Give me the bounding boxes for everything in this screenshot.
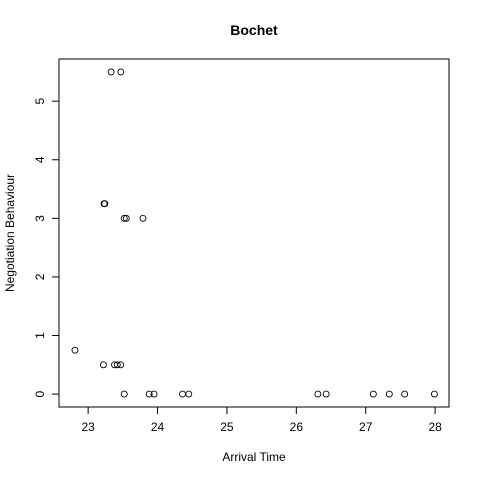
y-tick-label-5: 5 — [33, 98, 47, 105]
x-tick-label-5: 28 — [428, 420, 442, 434]
y-tick-label-4: 4 — [33, 156, 47, 163]
y-tick-label-0: 0 — [33, 390, 47, 397]
data-point-18 — [322, 390, 330, 398]
data-point-0 — [107, 68, 115, 76]
y-tick-label-1: 1 — [33, 332, 47, 339]
data-point-4 — [120, 214, 128, 222]
chart-title: Bochet — [230, 22, 278, 38]
data-point-12 — [120, 390, 128, 398]
data-point-1 — [117, 68, 125, 76]
x-tick-label-0: 23 — [81, 420, 95, 434]
data-point-19 — [369, 390, 377, 398]
y-axis-label: Negotiation Behaviour — [3, 174, 17, 292]
x-tick-label-2: 25 — [220, 420, 234, 434]
data-points — [71, 68, 438, 398]
data-point-13 — [145, 390, 153, 398]
data-point-5 — [122, 214, 130, 222]
data-point-16 — [185, 390, 193, 398]
data-point-17 — [314, 390, 322, 398]
x-tick-label-3: 26 — [290, 420, 304, 434]
data-point-7 — [71, 346, 79, 354]
data-point-21 — [401, 390, 409, 398]
y-tick-label-2: 2 — [33, 273, 47, 280]
plot-frame — [58, 58, 450, 408]
x-axis-label: Arrival Time — [222, 450, 286, 464]
x-tick-label-1: 24 — [151, 420, 165, 434]
y-axis: 0 1 2 3 4 5 — [33, 98, 59, 397]
data-point-15 — [179, 390, 186, 398]
data-point-14 — [150, 390, 158, 398]
x-axis: 23 24 25 26 27 28 — [81, 407, 442, 434]
data-point-22 — [430, 390, 438, 398]
data-point-6 — [139, 214, 147, 222]
data-point-10 — [113, 361, 121, 369]
data-point-3 — [101, 200, 109, 208]
data-point-11 — [117, 361, 125, 369]
data-point-8 — [99, 361, 107, 369]
x-tick-label-4: 27 — [359, 420, 373, 434]
data-point-20 — [385, 390, 393, 398]
y-tick-label-3: 3 — [33, 215, 47, 222]
